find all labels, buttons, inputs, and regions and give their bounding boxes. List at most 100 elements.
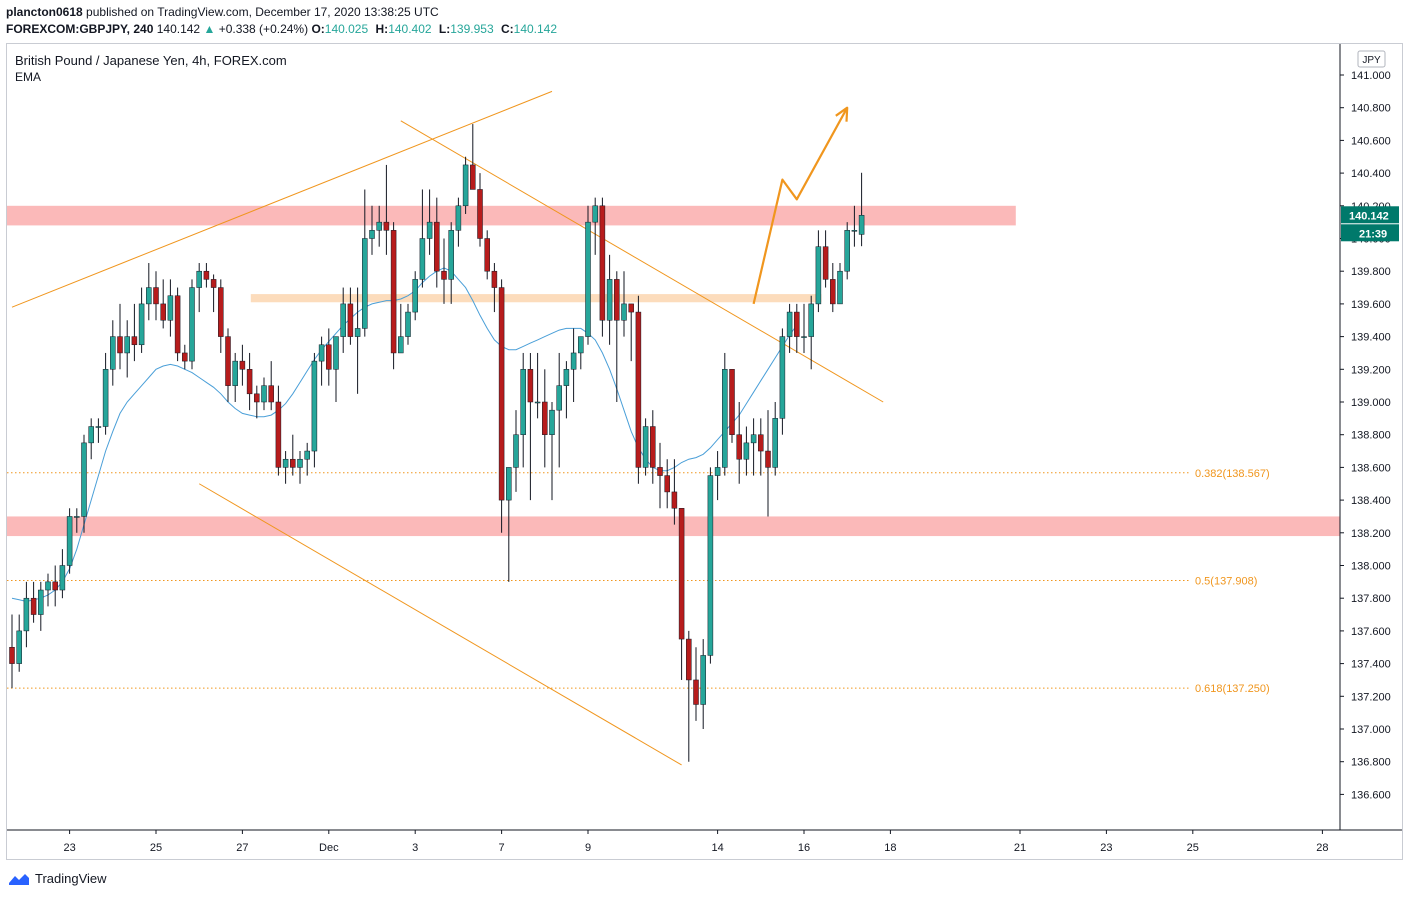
candle[interactable] bbox=[182, 344, 188, 370]
candle[interactable] bbox=[650, 410, 656, 484]
candle[interactable] bbox=[506, 467, 512, 582]
time-axis[interactable]: 23 25 27 Dec 3 7 9 14 16 18 21 23 25 28 bbox=[63, 830, 1329, 854]
candle[interactable] bbox=[426, 189, 433, 255]
candle[interactable] bbox=[491, 263, 498, 313]
candle[interactable] bbox=[830, 263, 836, 313]
candle[interactable] bbox=[88, 418, 94, 460]
candle[interactable] bbox=[254, 385, 260, 419]
candle[interactable] bbox=[844, 222, 850, 280]
candle[interactable] bbox=[477, 173, 483, 247]
candle[interactable] bbox=[549, 402, 555, 501]
candle[interactable] bbox=[210, 274, 217, 313]
candle[interactable] bbox=[693, 647, 699, 721]
trend-line[interactable] bbox=[198, 483, 682, 766]
candle[interactable] bbox=[146, 263, 152, 321]
candle[interactable] bbox=[174, 287, 181, 362]
plot-area[interactable]: 0.382(138.567) 0.5(137.908) 0.618(137.250) bbox=[6, 90, 1340, 766]
candle[interactable] bbox=[189, 279, 195, 370]
candle[interactable] bbox=[23, 581, 30, 648]
sr-zone-red[interactable] bbox=[6, 516, 1340, 537]
candle[interactable] bbox=[304, 442, 310, 476]
candle[interactable] bbox=[462, 156, 469, 214]
candle[interactable] bbox=[333, 336, 339, 402]
candle[interactable] bbox=[117, 303, 123, 370]
tradingview-footer[interactable]: TradingView bbox=[8, 871, 107, 886]
candle[interactable] bbox=[707, 467, 714, 664]
candle[interactable] bbox=[110, 320, 116, 386]
candle[interactable] bbox=[196, 263, 202, 313]
candle[interactable] bbox=[362, 189, 368, 337]
candle[interactable] bbox=[290, 434, 296, 476]
candle[interactable] bbox=[347, 287, 354, 345]
candle[interactable] bbox=[434, 197, 440, 288]
candle[interactable] bbox=[340, 287, 346, 353]
candle[interactable] bbox=[268, 361, 274, 411]
candle[interactable] bbox=[513, 410, 519, 492]
trend-line[interactable] bbox=[400, 120, 884, 403]
candle[interactable] bbox=[822, 230, 829, 288]
candle[interactable] bbox=[131, 303, 138, 362]
candle[interactable] bbox=[390, 222, 397, 370]
candle[interactable] bbox=[779, 328, 786, 435]
candle[interactable] bbox=[59, 549, 66, 599]
trend-line[interactable] bbox=[11, 90, 553, 308]
candle[interactable] bbox=[102, 352, 109, 435]
candle[interactable] bbox=[498, 279, 505, 533]
candle[interactable] bbox=[520, 352, 526, 468]
currency-badge[interactable] bbox=[1357, 50, 1386, 68]
candle[interactable] bbox=[556, 352, 562, 468]
projection-path[interactable] bbox=[752, 107, 849, 305]
candle[interactable] bbox=[412, 271, 418, 321]
candle[interactable] bbox=[700, 639, 706, 729]
price-axis[interactable]: 141.000140.800140.600140.400140.200140.0… bbox=[1340, 70, 1391, 801]
candle[interactable] bbox=[218, 279, 224, 353]
candle[interactable] bbox=[95, 418, 102, 443]
candle[interactable] bbox=[678, 508, 685, 680]
candle[interactable] bbox=[124, 320, 130, 378]
candle[interactable] bbox=[801, 303, 807, 353]
candle[interactable] bbox=[837, 263, 843, 305]
candle[interactable] bbox=[470, 124, 476, 190]
chart-frame[interactable] bbox=[6, 43, 1403, 860]
candle[interactable] bbox=[369, 205, 375, 255]
candle[interactable] bbox=[419, 189, 426, 288]
candle[interactable] bbox=[628, 303, 634, 362]
candle[interactable] bbox=[592, 197, 598, 255]
candle[interactable] bbox=[30, 581, 37, 623]
candle[interactable] bbox=[405, 303, 411, 345]
candle[interactable] bbox=[750, 418, 757, 476]
candle[interactable] bbox=[455, 197, 462, 247]
candle[interactable] bbox=[261, 377, 267, 411]
candle[interactable] bbox=[657, 442, 663, 509]
candle[interactable] bbox=[38, 581, 44, 631]
candle[interactable] bbox=[239, 344, 246, 386]
candle[interactable] bbox=[203, 263, 210, 288]
candle[interactable] bbox=[664, 459, 670, 509]
candle[interactable] bbox=[81, 434, 87, 533]
candle[interactable] bbox=[448, 222, 454, 304]
candle[interactable] bbox=[714, 451, 721, 501]
candle[interactable] bbox=[376, 205, 382, 247]
candle[interactable] bbox=[736, 402, 742, 484]
candle[interactable] bbox=[16, 614, 22, 672]
candle[interactable] bbox=[441, 238, 447, 304]
candle[interactable] bbox=[232, 352, 238, 402]
candle[interactable] bbox=[578, 336, 584, 370]
candle[interactable] bbox=[621, 271, 627, 337]
candle[interactable] bbox=[671, 459, 678, 525]
candle[interactable] bbox=[542, 369, 548, 468]
candle[interactable] bbox=[318, 336, 325, 386]
candle[interactable] bbox=[225, 328, 231, 402]
candle[interactable] bbox=[527, 352, 534, 501]
candle[interactable] bbox=[599, 197, 606, 337]
candle[interactable] bbox=[585, 205, 591, 345]
candle[interactable] bbox=[160, 279, 166, 329]
candle[interactable] bbox=[311, 352, 318, 468]
candle[interactable] bbox=[765, 410, 771, 517]
candle[interactable] bbox=[563, 361, 570, 419]
candle[interactable] bbox=[282, 451, 289, 484]
candle[interactable] bbox=[167, 279, 174, 337]
candle[interactable] bbox=[786, 303, 793, 353]
candle[interactable] bbox=[297, 451, 303, 484]
